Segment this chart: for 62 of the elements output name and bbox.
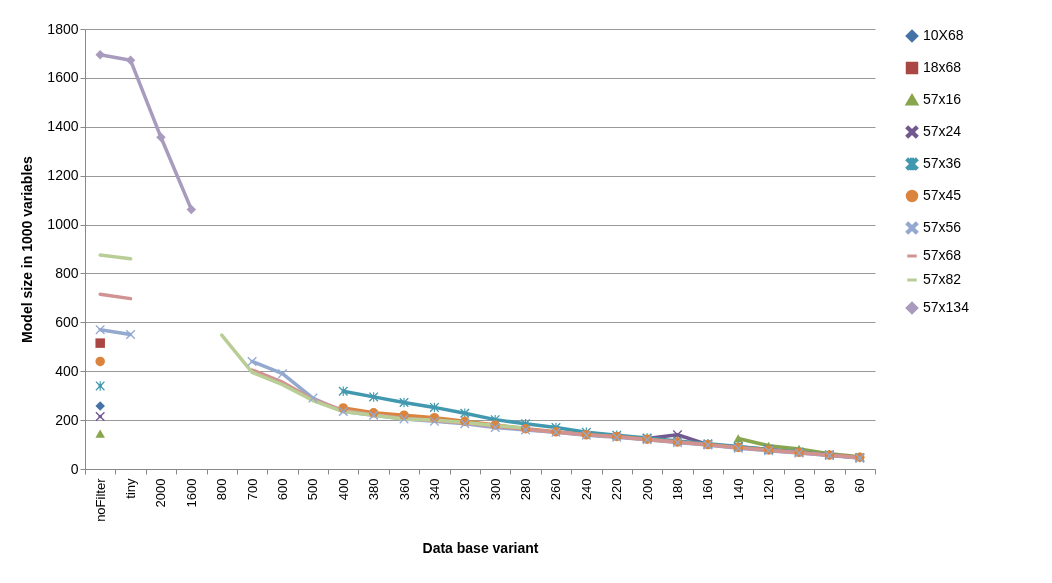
x-tick-label: 260 [548,478,564,501]
point [399,397,409,408]
point [186,204,197,215]
y-tick-label: 1800 [47,20,79,37]
x-tick-label: 240 [578,478,594,501]
x-tick-label: 280 [518,478,534,501]
legend-label: 10X68 [923,27,964,43]
point [247,356,257,367]
x-tick-label: 140 [730,478,746,501]
point [368,392,379,402]
x-tick-label: 800 [214,478,230,501]
x-tick-label: 320 [457,478,473,501]
x-tick-label: 200 [639,478,655,501]
x-tick-label: 340 [426,478,442,501]
x-tick-label: 80 [821,478,837,493]
x-tick-label: 60 [852,478,868,493]
legend-label: 57x82 [923,271,962,287]
y-axis-title: Model size in 1000 variables [19,155,36,343]
y-tick-label: 400 [55,362,79,379]
legend-label: 57x68 [923,247,962,263]
y-tick-label: 800 [55,264,79,281]
x-tick-label: 360 [396,478,412,501]
x-tick-label: 700 [244,478,260,501]
point [399,414,409,424]
legend-label: 57x134 [923,299,970,315]
legend-label: 57x36 [923,155,962,171]
point [338,406,349,417]
x-tick-label: 160 [700,478,716,501]
point [95,324,105,335]
y-tick-label: 200 [55,411,79,428]
legend-label: 18x68 [923,59,962,75]
x-tick-label: 120 [761,478,777,501]
legend-label: 57x56 [923,219,962,235]
legend-label: 57x45 [923,187,962,203]
x-tick-label: 180 [670,478,685,501]
legend-label: 57x24 [923,123,962,139]
x-tick-label: 300 [487,478,503,501]
y-tick-label: 600 [55,313,79,330]
point [733,434,744,443]
y-tick-label: 1000 [47,216,79,233]
x-tick-label: 380 [366,478,382,501]
x-tick-label: 1600 [183,478,199,508]
x-tick-label: noFilter [92,477,108,522]
x-axis-title: Data base variant [422,539,539,556]
y-tick-label: 0 [70,460,79,477]
point [429,416,440,427]
point [125,55,136,66]
x-tick-label: 400 [335,478,351,501]
point [460,408,470,419]
legend-label: 57x16 [923,91,962,107]
y-tick-label: 1400 [47,118,79,135]
x-tick-label: 2000 [153,478,169,508]
point [277,368,288,379]
x-tick-label: 600 [275,478,290,501]
x-tick-label: 100 [791,478,807,501]
y-tick-label: 1600 [47,69,79,86]
x-tick-label: 220 [609,478,625,501]
x-tick-label: 500 [305,478,321,501]
y-tick-label: 1200 [47,167,79,184]
point [156,132,166,143]
x-tick-label: tiny [123,478,139,499]
point [95,49,105,60]
